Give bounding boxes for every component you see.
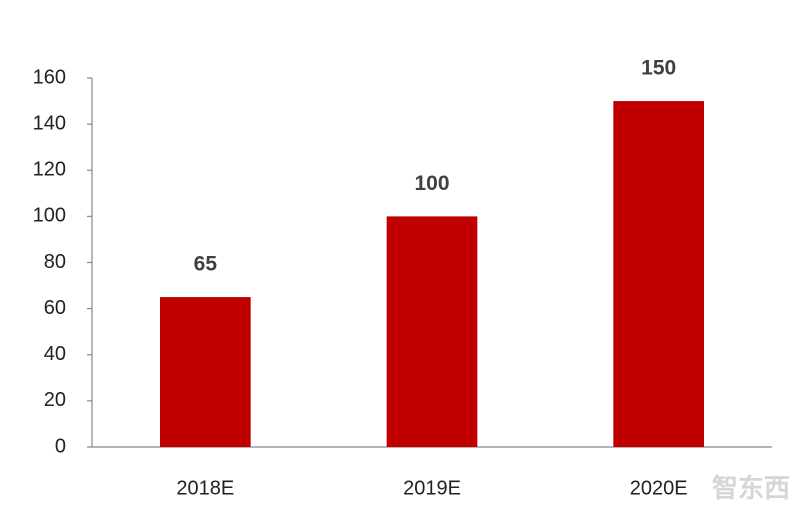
x-tick-label: 2019E — [403, 477, 461, 499]
y-tick-label: 140 — [33, 112, 66, 134]
y-tick-label: 160 — [33, 66, 66, 88]
y-tick-label: 120 — [33, 159, 66, 181]
watermark: 智东西 — [712, 473, 790, 503]
y-tick-label: 100 — [33, 205, 66, 227]
y-tick-label: 80 — [44, 251, 66, 273]
y-tick-label: 0 — [55, 435, 66, 457]
y-tick-label: 40 — [44, 343, 66, 365]
value-label: 150 — [641, 57, 676, 80]
value-label: 100 — [414, 172, 449, 195]
y-tick-label: 20 — [44, 389, 66, 411]
y-tick-label: 60 — [44, 297, 66, 319]
bar — [613, 101, 704, 447]
bar — [160, 297, 251, 447]
x-tick-label: 2018E — [176, 477, 234, 499]
x-tick-label: 2020E — [630, 477, 688, 499]
value-label: 65 — [194, 253, 218, 276]
bar — [386, 216, 478, 447]
